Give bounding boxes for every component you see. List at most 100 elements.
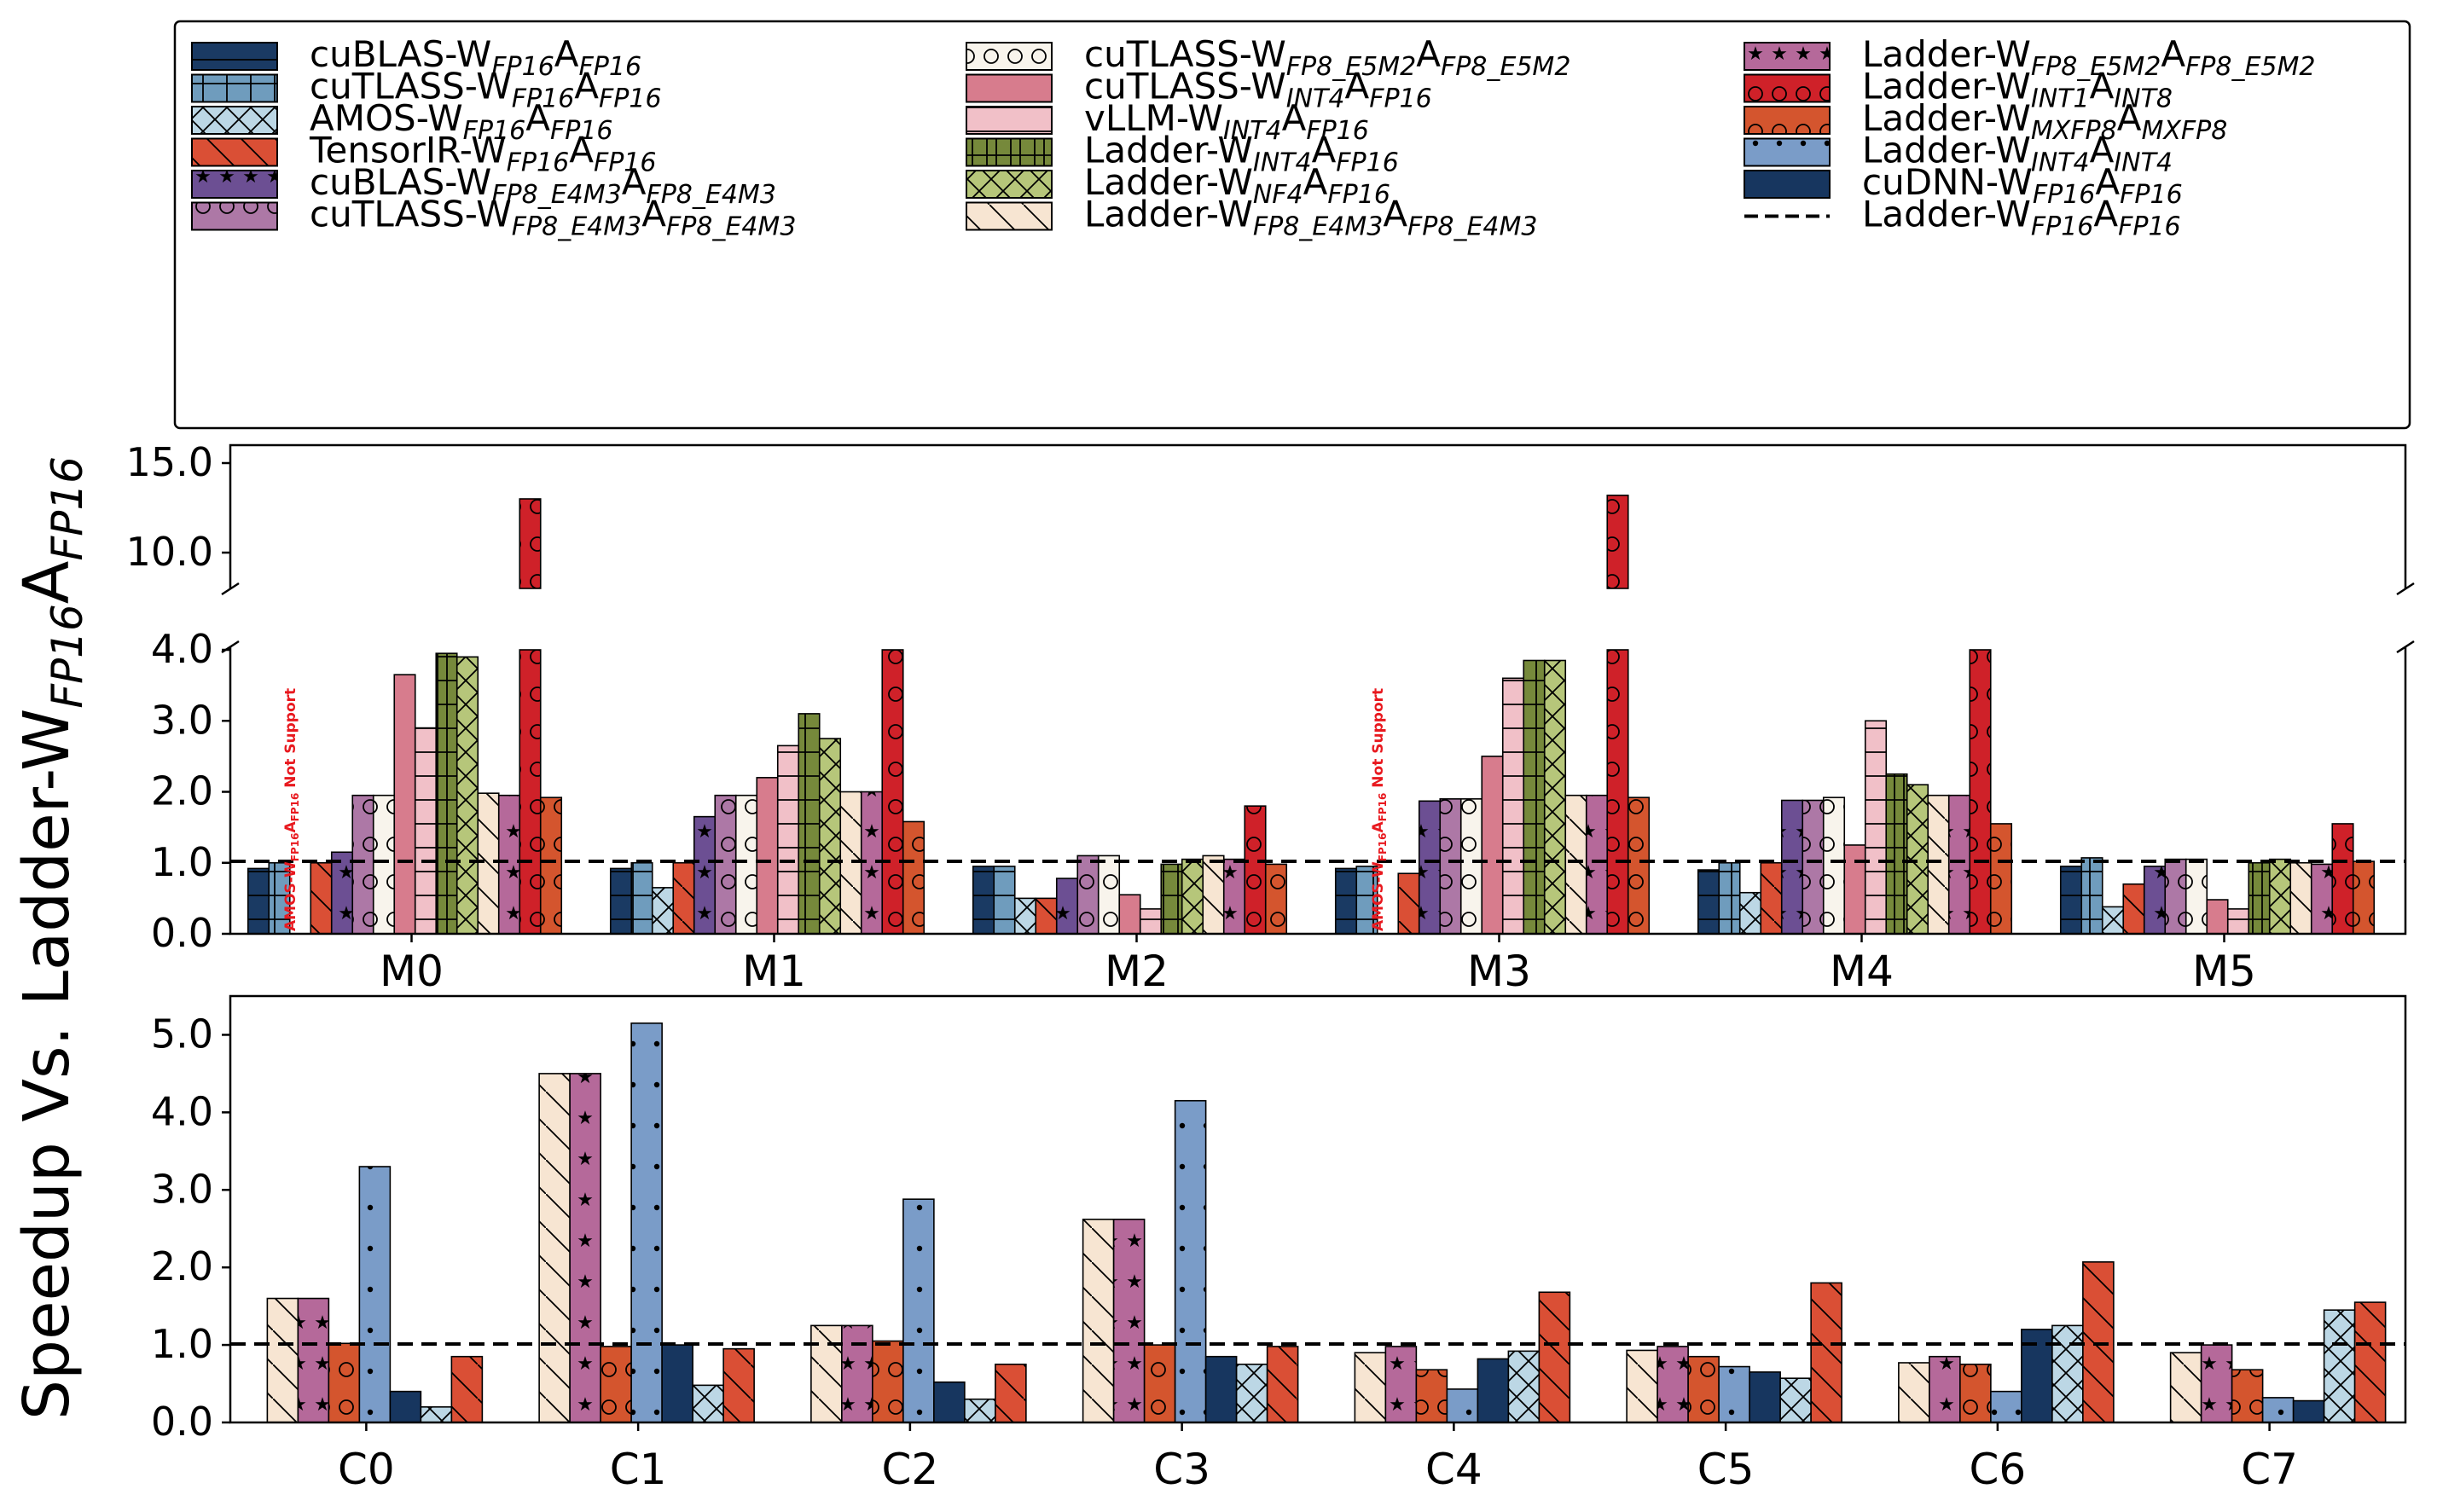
- legend-entry: cuTLASS-WINT4AFP16: [966, 66, 1432, 114]
- bar: [435, 652, 458, 935]
- matmul-panel: 0.0 1.0 2.0 3.0 4.0 10.0 15.0 AMOS-WFP16AFP16 …: [126, 439, 2415, 996]
- bar: [2310, 863, 2334, 935]
- bar: [2169, 1352, 2202, 1423]
- legend-swatch: [966, 137, 1053, 167]
- bar: [1959, 1364, 1992, 1423]
- bar: [247, 867, 270, 935]
- bar: [661, 1344, 693, 1423]
- legend-entry: cuBLAS-WFP8_E4M3AFP8_E4M3: [191, 161, 776, 210]
- legend-swatch: [1744, 170, 1831, 199]
- legend-label: cuDNN-WFP16AFP16: [1862, 161, 2183, 210]
- bar: [1174, 1099, 1207, 1423]
- y-tick-label: 5.0: [151, 1011, 213, 1057]
- legend-swatch: [191, 170, 278, 199]
- legend-entry: cuBLAS-WFP16AFP16: [191, 33, 641, 82]
- bar: [1397, 872, 1420, 935]
- bar: [2292, 1399, 2325, 1423]
- bar: [651, 887, 675, 935]
- matmul-lower-frame: [229, 646, 2407, 936]
- not-support-annotations: AMOS-WFP16AFP16 Not Support AMOS-WFP16AFP…: [282, 688, 1389, 931]
- bar: [1097, 854, 1121, 935]
- bar: [2226, 908, 2250, 935]
- bar: [1459, 798, 1483, 935]
- x-tick-label: M3: [1467, 947, 1531, 996]
- legend-entry: Ladder-WINT4AFP16: [966, 130, 1399, 178]
- legend-entry: cuDNN-WFP16AFP16: [1744, 161, 2183, 210]
- bar: [1507, 1350, 1541, 1423]
- x-tick-label: C2: [882, 1445, 939, 1494]
- x-tick-label: C7: [2241, 1445, 2298, 1494]
- bar: [2051, 1324, 2084, 1423]
- bar: [1202, 854, 1225, 935]
- legend-label: Ladder-WFP8_E5M2AFP8_E5M2: [1862, 33, 2316, 82]
- bar: [810, 1324, 843, 1423]
- y-tick-label: 0.0: [151, 1399, 213, 1445]
- bar: [1657, 1346, 1689, 1423]
- legend-label: cuTLASS-WFP8_E5M2AFP8_E5M2: [1084, 33, 1570, 82]
- matmul-bars: [247, 494, 2376, 935]
- bar: [714, 794, 737, 935]
- legend-swatch: [1744, 73, 1831, 103]
- legend-swatch: [966, 201, 1053, 231]
- bar: [1334, 867, 1358, 935]
- legend-label: cuTLASS-WFP8_E4M3AFP8_E4M3: [310, 194, 796, 242]
- bar-upper-segment: [1606, 494, 1629, 589]
- bar: [692, 1384, 724, 1423]
- bar: [993, 866, 1016, 935]
- bar: [538, 1073, 571, 1423]
- bar: [1204, 1355, 1238, 1423]
- legend-label: Ladder-WINT4AFP16: [1084, 130, 1399, 178]
- bar: [2353, 1301, 2387, 1423]
- conv-panel: 0.0 1.0 2.0 3.0 4.0 5.0 C0 C1 C2 C3 C4 C5 C6 C7: [151, 994, 2407, 1494]
- bar: [1160, 863, 1183, 935]
- bar: [2261, 1397, 2295, 1423]
- bar: [1718, 861, 1741, 935]
- legend-swatch: [1744, 137, 1831, 167]
- legend-swatch: [966, 106, 1053, 135]
- bar: [2164, 858, 2187, 935]
- y-tick-label: 4.0: [151, 1088, 213, 1134]
- bar: [2059, 866, 2083, 935]
- bar: [1898, 1362, 1930, 1423]
- legend-label: Ladder-WMXFP8AMXFP8: [1862, 97, 2227, 146]
- bar: [2206, 899, 2229, 935]
- y-tick-label: 2.0: [151, 768, 213, 814]
- conv-bars: [266, 1022, 2387, 1423]
- bar: [1738, 891, 1762, 935]
- bar: [1606, 649, 1629, 935]
- x-tick-label: C4: [1425, 1445, 1483, 1494]
- bar: [2231, 1369, 2264, 1423]
- bar: [1864, 720, 1888, 935]
- bar: [756, 777, 779, 935]
- bar: [1266, 1346, 1299, 1423]
- bar: [297, 1297, 330, 1423]
- bar: [414, 727, 438, 935]
- legend-label: vLLM-WINT4AFP16: [1084, 97, 1369, 146]
- legend-label: cuBLAS-WFP8_E4M3AFP8_E4M3: [310, 161, 776, 210]
- bar: [1082, 1219, 1115, 1423]
- bar: [1718, 1365, 1750, 1423]
- legend-entry: Ladder-WFP8_E5M2AFP8_E5M2: [1744, 33, 2316, 82]
- legend-entry: cuTLASS-WFP8_E5M2AFP8_E5M2: [966, 33, 1570, 82]
- legend-swatch: [966, 170, 1053, 199]
- legend-label: cuTLASS-WINT4AFP16: [1084, 66, 1432, 114]
- x-tick-label: M2: [1105, 947, 1169, 996]
- bar: [1564, 794, 1587, 935]
- bar: [2082, 1261, 2115, 1423]
- bar: [1822, 797, 1846, 935]
- bar: [933, 1381, 966, 1423]
- bar: [1885, 773, 1908, 935]
- bar: [1990, 1390, 2022, 1423]
- legend-label: TensorIR-WFP16AFP16: [309, 130, 656, 178]
- bar: [1697, 869, 1720, 935]
- bar: [1760, 861, 1783, 935]
- bar: [734, 794, 758, 935]
- legend-swatch: [191, 106, 278, 135]
- bar: [1501, 677, 1525, 935]
- legend-entry: Ladder-WFP16AFP16: [1744, 194, 2181, 242]
- bar: [266, 1297, 299, 1423]
- y-tick-label: 1.0: [151, 1321, 213, 1367]
- bar: [1076, 854, 1100, 935]
- legend-swatch: [966, 73, 1053, 103]
- bar: [1947, 794, 1971, 935]
